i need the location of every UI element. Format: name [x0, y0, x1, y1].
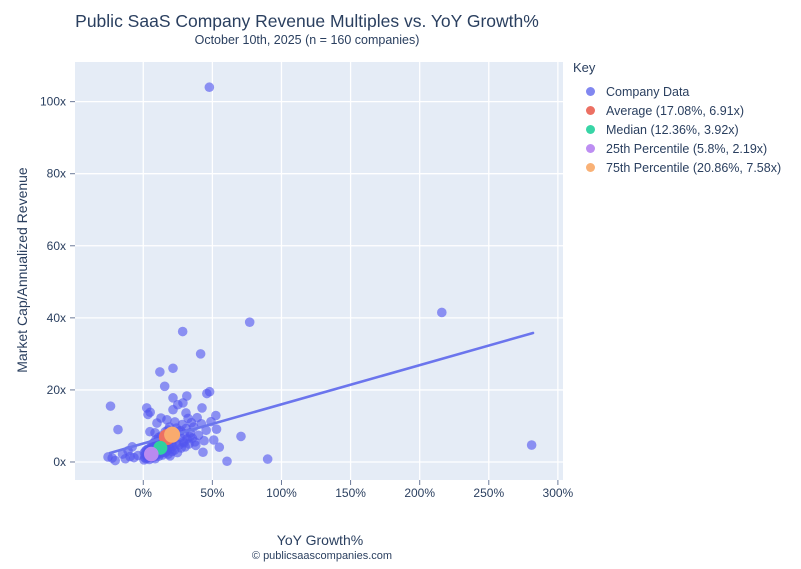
average-swatch-icon: [586, 106, 595, 115]
x-axis-title: YoY Growth%: [276, 532, 364, 548]
y-tick-label: 0x: [53, 455, 66, 469]
company-data-point[interactable]: [244, 317, 255, 327]
company-data-point[interactable]: [211, 424, 222, 434]
company-data-point[interactable]: [197, 403, 207, 413]
p25-marker[interactable]: [143, 446, 159, 462]
plot-area: [75, 62, 563, 480]
legend-item-label: Average (17.08%, 6.91x): [606, 103, 745, 118]
x-tick-label: 0%: [135, 486, 153, 500]
company-data-point[interactable]: [168, 363, 178, 374]
company-data-point[interactable]: [110, 455, 121, 466]
company-data-point[interactable]: [168, 393, 178, 403]
company-data-point[interactable]: [262, 454, 273, 464]
company-data-point[interactable]: [155, 367, 165, 377]
company-data-point[interactable]: [526, 440, 537, 450]
company-data-point[interactable]: [201, 425, 211, 436]
p25-swatch-icon: [586, 144, 595, 153]
company-data-swatch-icon: [586, 87, 595, 96]
x-tick-label: 300%: [543, 486, 574, 500]
chart-title: Public SaaS Company Revenue Multiples vs…: [75, 11, 539, 31]
chart-subtitle: October 10th, 2025 (n = 160 companies): [194, 33, 420, 47]
x-tick-label: 250%: [473, 486, 504, 500]
legend-item-label: Median (12.36%, 3.92x): [606, 122, 739, 137]
company-data-point[interactable]: [159, 381, 170, 392]
company-data-point[interactable]: [105, 401, 116, 411]
legend-item-label: 75th Percentile (20.86%, 7.58x): [606, 160, 782, 175]
legend-item-company-data[interactable]: Company Data: [573, 82, 781, 101]
company-data-point[interactable]: [436, 307, 447, 318]
legend-item-label: Company Data: [606, 84, 690, 99]
p75-swatch-icon: [586, 163, 595, 172]
company-data-point[interactable]: [236, 431, 246, 442]
company-data-point[interactable]: [190, 440, 201, 451]
trend-line: [108, 331, 535, 455]
company-data-point[interactable]: [143, 409, 153, 420]
company-data-point[interactable]: [178, 398, 188, 408]
legend-item-label: 25th Percentile (5.8%, 2.19x): [606, 141, 768, 156]
company-data-point[interactable]: [204, 82, 215, 93]
legend-item-25th-percentile[interactable]: 25th Percentile (5.8%, 2.19x): [573, 139, 781, 158]
y-tick-label: 100x: [40, 95, 66, 109]
company-data-point[interactable]: [195, 349, 206, 359]
company-data-point[interactable]: [214, 442, 225, 453]
legend-item-75th-percentile[interactable]: 75th Percentile (20.86%, 7.58x): [573, 158, 781, 177]
y-tick-label: 80x: [47, 167, 66, 181]
footer-credit: © publicsaascompanies.com: [251, 550, 393, 562]
y-axis-title: Market Cap/Annualized Revenue: [14, 167, 30, 373]
company-data-point[interactable]: [222, 456, 232, 467]
y-tick-label: 40x: [47, 311, 66, 325]
median-swatch-icon: [586, 125, 595, 134]
p75-marker[interactable]: [164, 426, 181, 443]
x-tick-label: 200%: [404, 486, 435, 500]
company-data-point[interactable]: [162, 415, 172, 425]
company-data-point[interactable]: [168, 404, 178, 415]
company-data-point[interactable]: [152, 418, 162, 428]
legend-title: Key: [573, 60, 596, 75]
legend: Key Company Data Average (17.08%, 6.91x)…: [573, 60, 781, 177]
company-data-point[interactable]: [177, 326, 188, 337]
company-data-point[interactable]: [198, 447, 208, 458]
y-tick-label: 60x: [47, 239, 66, 253]
company-data-point[interactable]: [199, 435, 209, 446]
legend-item-average[interactable]: Average (17.08%, 6.91x): [573, 101, 781, 120]
x-tick-label: 100%: [266, 486, 297, 500]
company-data-point[interactable]: [113, 424, 123, 435]
legend-item-median[interactable]: Median (12.36%, 3.92x): [573, 120, 781, 139]
x-tick-label: 50%: [200, 486, 224, 500]
company-data-point[interactable]: [208, 435, 219, 445]
x-tick-label: 150%: [335, 486, 366, 500]
company-data-point[interactable]: [202, 388, 212, 399]
y-tick-label: 20x: [47, 383, 66, 397]
